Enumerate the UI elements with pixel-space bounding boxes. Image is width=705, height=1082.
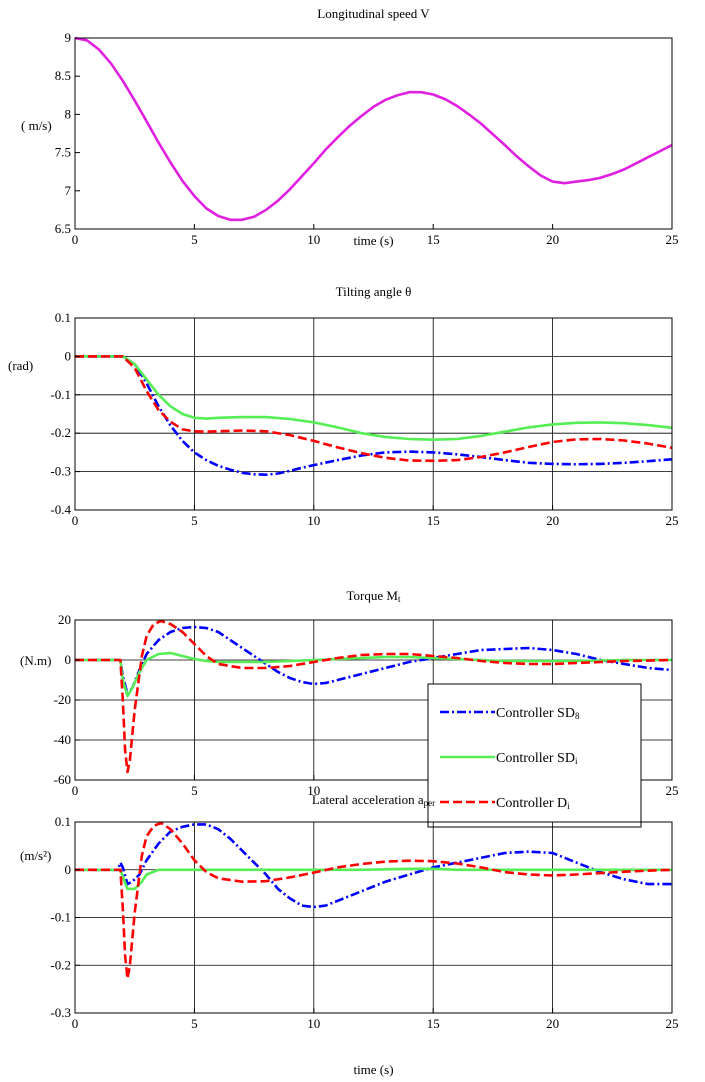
series-line-controller-sdi bbox=[75, 867, 672, 891]
x-tick-label: 0 bbox=[72, 1016, 79, 1031]
y-tick-label: -0.2 bbox=[50, 957, 71, 972]
y-tick-label: 0 bbox=[65, 348, 72, 363]
series-line-controller-di bbox=[75, 619, 672, 774]
chart-panel-1: 0 5 10 15 20 25 6.5 7 7.5 8 8.5 9 Longitudinal speed… bbox=[21, 6, 679, 248]
y-axis-label: ( m/s) bbox=[21, 118, 52, 133]
y-tick-label: -20 bbox=[54, 692, 71, 707]
x-tick-label: 10 bbox=[307, 1016, 320, 1031]
y-tick-label: 8.5 bbox=[55, 68, 71, 83]
x-tick-label: 10 bbox=[307, 783, 320, 798]
y-tick-label: -60 bbox=[54, 772, 71, 787]
legend-label: Controller SDi bbox=[496, 751, 578, 766]
chart-title: Torque Mt bbox=[347, 588, 401, 604]
axes-frame bbox=[74, 317, 673, 511]
x-tick-label: 25 bbox=[666, 1016, 679, 1031]
series-line-controller-sdi bbox=[75, 355, 672, 442]
y-axis-label: (rad) bbox=[8, 358, 33, 373]
x-tick-label: 20 bbox=[546, 513, 559, 528]
x-axis-label: time (s) bbox=[353, 1062, 393, 1077]
y-tick-label: 0 bbox=[65, 652, 72, 667]
x-tick-label: 15 bbox=[427, 1016, 440, 1031]
y-tick-label: 7 bbox=[65, 183, 72, 198]
x-tick-label: 20 bbox=[546, 1016, 559, 1031]
legend-box bbox=[427, 683, 642, 828]
chart-panel-4: 0 5 10 15 20 25 -0.3 -0.2 -0.1 0 0.1 Lateral accele… bbox=[20, 792, 679, 1077]
x-tick-label: 15 bbox=[427, 232, 440, 247]
legend: Controller SD8 Controller SDi Controller D… bbox=[427, 683, 642, 828]
series-line-speed bbox=[75, 36, 672, 222]
x-tick-label: 5 bbox=[191, 1016, 198, 1031]
y-tick-label: 0.1 bbox=[55, 814, 71, 829]
legend-label: Controller SD8 bbox=[496, 706, 580, 721]
y-tick-label: -40 bbox=[54, 732, 71, 747]
y-tick-label: 0 bbox=[65, 862, 72, 877]
x-tick-label: 5 bbox=[191, 513, 198, 528]
legend-label: Controller Di bbox=[496, 796, 570, 811]
x-axis-label: time (s) bbox=[353, 233, 393, 248]
x-tick-label: 5 bbox=[191, 783, 198, 798]
chart-title: Longitudinal speed V bbox=[317, 6, 430, 21]
y-tick-label: 20 bbox=[58, 612, 71, 627]
x-tick-label: 10 bbox=[307, 513, 320, 528]
y-tick-label: -0.1 bbox=[50, 910, 71, 925]
y-tick-label: 8 bbox=[65, 106, 72, 121]
x-tick-label: 25 bbox=[666, 513, 679, 528]
axes-frame bbox=[74, 37, 673, 230]
y-tick-label: 6.5 bbox=[55, 221, 71, 236]
y-tick-label: 9 bbox=[65, 30, 72, 45]
y-tick-label: -0.4 bbox=[50, 502, 71, 517]
y-tick-label: -0.2 bbox=[50, 425, 71, 440]
x-tick-label: 15 bbox=[427, 513, 440, 528]
y-tick-label: 0.1 bbox=[55, 310, 71, 325]
x-tick-label: 5 bbox=[191, 232, 198, 247]
y-axis-label: (m/s²) bbox=[20, 848, 51, 863]
y-tick-label: -0.3 bbox=[50, 464, 71, 479]
chart-title: Lateral acceleration aper bbox=[312, 792, 435, 808]
y-tick-label: 7.5 bbox=[55, 145, 71, 160]
x-tick-label: 25 bbox=[666, 232, 679, 247]
x-tick-label: 25 bbox=[666, 783, 679, 798]
y-tick-label: -0.3 bbox=[50, 1005, 71, 1020]
x-tick-label: 20 bbox=[546, 232, 559, 247]
chart-panel-2: 0 5 10 15 20 25 -0.4 -0.3 -0.2 -0.1 0 0.1 Tilting an… bbox=[8, 284, 679, 528]
x-tick-label: 10 bbox=[307, 232, 320, 247]
series-line-controller-di bbox=[75, 355, 672, 463]
x-tick-label: 0 bbox=[72, 232, 79, 247]
series-line-controller-sd8 bbox=[75, 625, 672, 696]
x-tick-label: 0 bbox=[72, 513, 79, 528]
y-axis-label: (N.m) bbox=[20, 653, 51, 668]
x-tick-label: 0 bbox=[72, 783, 79, 798]
y-tick-label: -0.1 bbox=[50, 387, 71, 402]
series-line-controller-sd8 bbox=[75, 823, 672, 909]
series-line-controller-di bbox=[75, 821, 672, 980]
chart-title: Tilting angle θ bbox=[336, 284, 412, 299]
series-line-controller-sd8 bbox=[75, 355, 672, 477]
